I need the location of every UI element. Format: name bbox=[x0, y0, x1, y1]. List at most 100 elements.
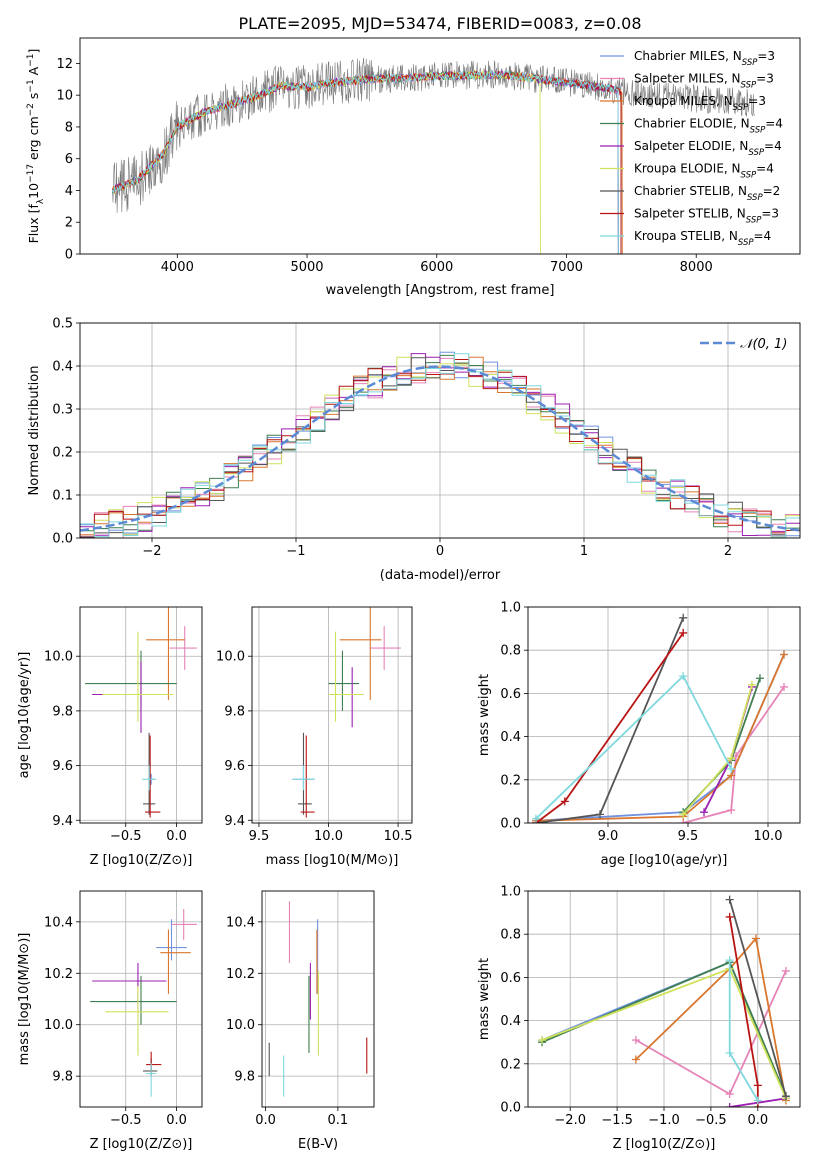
weight-vs-age-panel: 9.0 9.5 10.0 0.0 0.2 0.4 0.6 0.8 1.0 age [log10(a… bbox=[477, 601, 801, 868]
x-tick-label: 0.1 bbox=[328, 1113, 349, 1128]
y-tick-label: 10 bbox=[56, 89, 73, 104]
weight-point-marker bbox=[679, 810, 688, 819]
legend-entry: 𝒩(0, 1) bbox=[740, 337, 787, 352]
weight-lines bbox=[538, 895, 790, 1107]
y-tick-label: 10.0 bbox=[44, 1018, 73, 1033]
x-tick-label: 9.5 bbox=[678, 829, 699, 844]
text-part: −1 bbox=[26, 54, 36, 67]
y-tick-label: 0.2 bbox=[52, 446, 73, 461]
weight-point-marker bbox=[679, 672, 688, 681]
weight-point-marker bbox=[532, 814, 540, 823]
text-part: Kroupa ELODIE, N bbox=[634, 162, 741, 176]
text-part: SSP bbox=[741, 171, 757, 181]
weight-point-marker bbox=[725, 1049, 734, 1057]
x-tick-label: 0.0 bbox=[255, 1113, 276, 1128]
text-part: SSP bbox=[733, 103, 749, 113]
weight-series-line bbox=[682, 686, 785, 823]
x-tick-label: −0.5 bbox=[695, 1113, 727, 1128]
spectrum-lines bbox=[111, 57, 755, 254]
x-tick-label: 9.0 bbox=[598, 829, 619, 844]
axes-frame bbox=[251, 606, 413, 824]
legend-entry: Chabrier ELODIE, NSSP=4 bbox=[634, 117, 783, 136]
text-part: −1 bbox=[26, 79, 36, 92]
text-part: =3 bbox=[756, 72, 774, 86]
weight-point-marker bbox=[679, 613, 688, 622]
x-axis-label: (data-model)/error bbox=[380, 568, 501, 583]
residual-histogram bbox=[80, 353, 800, 536]
text-part: SSP bbox=[741, 81, 757, 91]
x-tick-label: 0.0 bbox=[166, 829, 187, 844]
x-tick-label: 7000 bbox=[550, 260, 583, 275]
weight-point-marker bbox=[700, 808, 708, 817]
text-part: Salpeter ELODIE, N bbox=[634, 139, 748, 153]
figure-title: PLATE=2095, MJD=53474, FIBERID=0083, z=0… bbox=[238, 14, 641, 33]
text-part: =3 bbox=[748, 94, 766, 108]
age-vs-metallicity-panel: −0.5 0.0 9.4 9.6 9.8 10.0 Z [log10(Z/Z⊙)] age [… bbox=[17, 606, 203, 868]
y-tick-label: 9.8 bbox=[52, 704, 73, 719]
y-tick-label: 10.0 bbox=[216, 650, 245, 665]
x-tick-label: 10.5 bbox=[384, 829, 413, 844]
legend-entry: Kroupa STELIB, NSSP=4 bbox=[634, 229, 771, 248]
gaussian-curve bbox=[80, 365, 800, 532]
x-tick-label: −0.5 bbox=[110, 829, 142, 844]
text-part: −17 bbox=[26, 164, 36, 183]
text-part: Salpeter STELIB, N bbox=[634, 207, 746, 221]
weight-point-marker bbox=[780, 682, 788, 691]
y-tick-label: 4 bbox=[65, 184, 73, 199]
weight-point-marker bbox=[781, 1092, 790, 1101]
residual-histogram bbox=[80, 353, 800, 538]
x-tick-label: 10.0 bbox=[314, 829, 343, 844]
y-tick-label: 10.4 bbox=[226, 915, 255, 930]
weight-point-marker bbox=[727, 765, 736, 773]
weight-point-marker bbox=[596, 810, 604, 819]
x-axis-label: Z [log10(Z/Z⊙)] bbox=[90, 1137, 193, 1152]
y-tick-label: 0.3 bbox=[52, 403, 73, 418]
model-spectrum bbox=[111, 70, 619, 254]
y-tick-label: 1.0 bbox=[500, 885, 521, 900]
y-tick-label: 10.2 bbox=[44, 967, 73, 982]
y-tick-label: 9.6 bbox=[52, 759, 73, 774]
y-tick-label: 1.0 bbox=[500, 601, 521, 616]
y-tick-label: 9.4 bbox=[52, 814, 73, 829]
text-part: =4 bbox=[756, 162, 774, 176]
y-tick-label: 0.4 bbox=[52, 360, 73, 375]
y-tick-label: 2 bbox=[65, 216, 73, 231]
weight-point-marker bbox=[751, 934, 760, 943]
text-part: Chabrier MILES, N bbox=[634, 49, 742, 63]
y-tick-label: 0.2 bbox=[500, 1057, 521, 1072]
x-axis-label: mass [log10(M/M⊙)] bbox=[266, 853, 399, 868]
y-tick-label: 0.5 bbox=[52, 317, 73, 332]
errorbars bbox=[268, 901, 368, 1097]
axes-frame bbox=[527, 606, 801, 824]
y-tick-label: 0.6 bbox=[500, 971, 521, 986]
y-tick-label: 8 bbox=[65, 120, 73, 135]
weight-series-line bbox=[535, 654, 785, 822]
y-tick-label: 0.0 bbox=[52, 532, 73, 547]
weight-point-marker bbox=[725, 912, 734, 921]
legend-entry: Chabrier MILES, NSSP=3 bbox=[634, 49, 775, 68]
text-part: =3 bbox=[757, 49, 775, 63]
text-part: SSP bbox=[742, 58, 758, 68]
y-tick-label: 0.0 bbox=[500, 1101, 521, 1116]
weight-series-line bbox=[635, 936, 787, 1101]
legend-entry: Salpeter STELIB, NSSP=3 bbox=[634, 207, 779, 226]
x-tick-label: −0.5 bbox=[110, 1113, 142, 1128]
axes-frame bbox=[527, 890, 801, 1108]
weight-point-marker bbox=[727, 806, 736, 815]
y-tick-label: 0 bbox=[65, 248, 73, 263]
model-spectrum bbox=[111, 69, 619, 254]
text-part: A bbox=[26, 66, 41, 79]
text-part: ] bbox=[26, 49, 41, 54]
y-axis-label: age [log10(age/yr)] bbox=[17, 652, 32, 779]
text-part: −2 bbox=[26, 103, 36, 116]
text-part: erg cm bbox=[26, 116, 41, 164]
legend-entry: Salpeter ELODIE, NSSP=4 bbox=[634, 139, 782, 158]
residual-histogram bbox=[80, 359, 800, 538]
y-tick-label: 0.4 bbox=[500, 1014, 521, 1029]
weight-point-marker bbox=[780, 650, 788, 659]
y-axis-label: Flux [fλ10−17 erg cm−2 s−1 A−1] bbox=[26, 49, 46, 244]
errorbars bbox=[85, 607, 197, 818]
x-axis-label: age [log10(age/yr)] bbox=[601, 853, 728, 868]
